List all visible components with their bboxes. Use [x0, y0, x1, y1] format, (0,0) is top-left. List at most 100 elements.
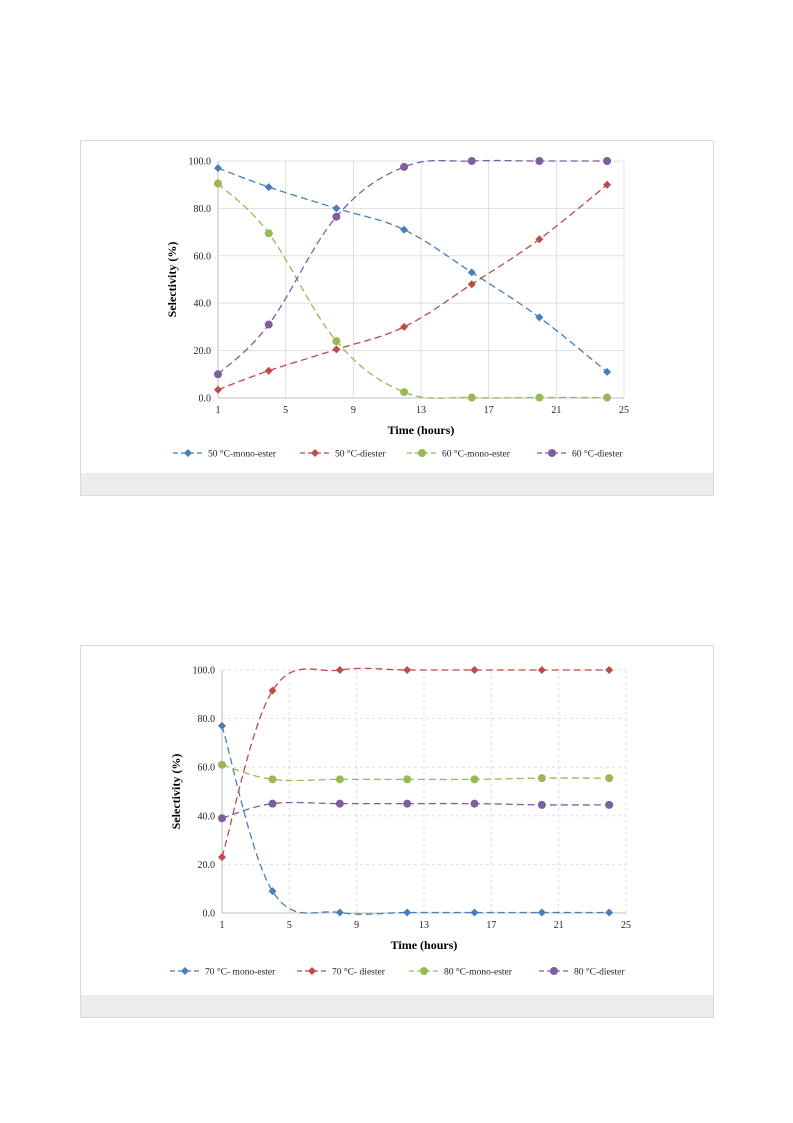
chart-1-series-3-point — [400, 162, 409, 171]
chart-1-legend-marker-3 — [548, 449, 556, 457]
chart-2-legend-item-3: 80 °C-diester — [539, 967, 625, 978]
chart-1-xtick-label: 1 — [216, 405, 221, 416]
chart-2-ytick-label: 80.0 — [198, 714, 216, 725]
chart-1-series-1-point — [214, 385, 222, 394]
chart-2-series-2-point — [218, 760, 226, 769]
chart-2-legend-label-2: 80 °C-mono-ester — [444, 967, 513, 978]
chart-2-series-1-point — [537, 666, 546, 674]
chart-2-series-1-point — [218, 853, 226, 862]
chart-2-legend-label-3: 80 °C-diester — [574, 967, 625, 978]
chart-1-series-3-point — [332, 212, 341, 221]
chart-1-xtick-label: 25 — [619, 405, 629, 416]
chart-1-series-2-point — [400, 388, 409, 397]
chart-1-legend-marker-1 — [311, 449, 319, 457]
chart-1-legend-item-0: 50 °C-mono-ester — [173, 449, 277, 460]
chart-1-series-0-point — [603, 367, 612, 376]
chart-1-series-1-point — [400, 322, 409, 331]
chart-2-legend-marker-0 — [181, 967, 189, 975]
chart-1-series-1-point — [264, 366, 273, 375]
chart-1-series-2-point — [535, 393, 544, 402]
chart-2-series-1-point — [335, 666, 344, 674]
chart-2-series-2 — [218, 760, 614, 784]
chart-2-series-0-point — [403, 908, 412, 917]
chart-2-series-3-point — [268, 799, 277, 808]
chart-1-series-3-line — [217, 159, 608, 375]
chart-1-series-2-point — [332, 337, 341, 346]
chart-2-legend-label-0: 70 °C- mono-ester — [205, 967, 276, 978]
chart-1-series-2-point — [214, 179, 222, 188]
chart-2-series-1-point — [268, 686, 277, 695]
chart-1-series-0-point — [214, 164, 222, 173]
chart-1-series-3-point — [264, 320, 273, 329]
chart-1-series-3-point — [214, 370, 222, 379]
chart-1-y-axis-title: Selectivity (%) — [165, 242, 179, 318]
chart-2-series-2-point — [470, 775, 479, 784]
chart-2-legend-item-2: 80 °C-mono-ester — [409, 967, 513, 978]
chart-2-x-axis-title: Time (hours) — [391, 938, 458, 952]
chart-1-legend-marker-2 — [418, 449, 426, 457]
chart-1-series-0-point — [535, 313, 544, 322]
chart-2-series-2-point — [335, 775, 344, 784]
chart-panel-2: 0.0 20.0 40.0 60.0 80.0 100.0 1 5 9 13 17 21 25 Time … — [80, 645, 714, 1018]
chart-1-series-3-point — [467, 157, 476, 165]
chart-1-series-1-point — [467, 280, 476, 289]
chart-2-xtick-label: 5 — [287, 920, 292, 931]
chart-1-series-0-point — [467, 268, 476, 277]
chart-2-legend-marker-2 — [420, 967, 428, 975]
chart-1-series-2-line — [217, 183, 608, 399]
chart-1-ytick-label: 80.0 — [194, 204, 212, 215]
chart-2-footer-strip — [81, 995, 713, 1017]
chart-2-xtick-label: 25 — [621, 920, 631, 931]
chart-2-series-1-line — [221, 667, 610, 858]
chart-2-series-0-point — [537, 908, 546, 917]
chart-1-series-0-point — [264, 183, 273, 192]
chart-1-series-0 — [214, 164, 612, 376]
chart-1-ytick-label: 60.0 — [194, 251, 212, 262]
chart-2-xtick-label: 1 — [220, 920, 225, 931]
chart-1-legend-label-2: 60 °C-mono-ester — [442, 449, 511, 460]
chart-2-xtick-label: 13 — [419, 920, 429, 931]
chart-1-series-2-point — [467, 393, 476, 402]
chart-2-series-2-point — [605, 774, 614, 783]
chart-1-ytick-label: 0.0 — [199, 394, 212, 405]
chart-2-svg: 0.0 20.0 40.0 60.0 80.0 100.0 1 5 9 13 17 21 25 Time … — [169, 666, 631, 978]
chart-2-series-1 — [218, 666, 614, 862]
chart-2-series-1-point — [605, 666, 614, 674]
chart-1-legend-item-2: 60 °C-mono-ester — [407, 449, 511, 460]
chart-1-series-2-point — [264, 229, 273, 238]
chart-2-gridlines — [222, 669, 627, 913]
chart-1-xtick-label: 13 — [416, 405, 426, 416]
chart-2-series-3-point — [403, 799, 412, 808]
chart-2-series-0-point — [605, 908, 614, 917]
chart-2-ytick-label: 20.0 — [198, 860, 216, 871]
chart-1-series-1-point — [332, 345, 341, 354]
chart-2-xtick-label: 17 — [486, 920, 496, 931]
chart-1-series-3-point — [535, 157, 544, 165]
chart-1-ytick-label: 100.0 — [189, 157, 212, 168]
chart-1-legend-item-3: 60 °C-diester — [537, 449, 623, 460]
chart-2-series-3-point — [605, 800, 614, 809]
chart-2-ytick-label: 0.0 — [203, 909, 216, 920]
chart-2-series-3-point — [470, 799, 479, 808]
chart-2-legend-label-1: 70 °C- diester — [332, 967, 386, 978]
chart-1-ytick-label: 40.0 — [194, 299, 212, 310]
chart-2-series-1-point — [403, 666, 412, 674]
chart-1-series-0-point — [332, 204, 341, 213]
chart-1-series-3-point — [603, 157, 612, 165]
chart-2-legend-item-0: 70 °C- mono-ester — [170, 967, 276, 978]
chart-2-series-3-point — [218, 814, 226, 823]
chart-1-xtick-label: 21 — [551, 405, 561, 416]
chart-1-footer-strip — [81, 473, 713, 495]
chart-2-xtick-label: 9 — [354, 920, 359, 931]
chart-2-legend-marker-3 — [550, 967, 558, 975]
chart-2-series-2-point — [268, 775, 277, 784]
chart-1-series-1 — [214, 180, 612, 394]
chart-panel-1: 0.0 20.0 40.0 60.0 80.0 100.0 1 5 9 13 17 21 25 Time … — [80, 140, 714, 496]
chart-2-series-1-point — [470, 666, 479, 674]
chart-1-x-axis-title: Time (hours) — [388, 423, 455, 437]
chart-2-series-0-line — [221, 725, 610, 915]
chart-2-ytick-label: 60.0 — [198, 763, 216, 774]
chart-1-legend-label-0: 50 °C-mono-ester — [208, 449, 277, 460]
chart-1-xtick-label: 5 — [283, 405, 288, 416]
chart-1-series-1-line — [217, 184, 608, 391]
